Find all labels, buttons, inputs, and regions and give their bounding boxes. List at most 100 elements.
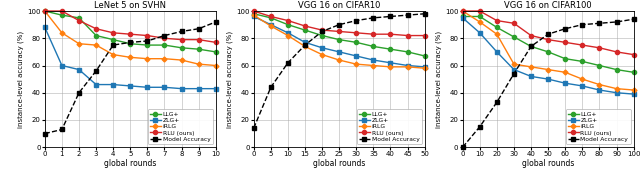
iRLG [127,56,134,59]
RLU (ours) [544,38,552,41]
Model Accuracy [284,62,292,64]
RLU (ours) [404,34,412,37]
RLU (ours) [612,51,620,53]
ZLG+ [527,75,535,77]
Model Accuracy [212,21,220,23]
Model Accuracy [579,24,586,26]
ZLG+ [544,78,552,80]
Model Accuracy [561,28,569,30]
LLG+ [387,48,394,50]
iRLG [510,63,518,65]
LLG+ [267,17,275,19]
LLG+ [318,34,326,37]
ZLG+ [561,82,569,84]
RLU (ours) [301,25,309,27]
Model Accuracy [161,34,168,37]
Model Accuracy [544,33,552,35]
Model Accuracy [353,20,360,22]
iRLG [318,54,326,56]
Model Accuracy [127,41,134,43]
ZLG+ [195,88,202,90]
ZLG+ [301,41,309,43]
Line: ZLG+: ZLG+ [461,16,636,96]
iRLG [579,78,586,80]
Model Accuracy [527,45,535,47]
Y-axis label: instance-level accuracy (%): instance-level accuracy (%) [436,31,442,128]
RLU (ours) [143,34,151,37]
Legend: LLG+, ZLG+, iRLG, RLU (ours), Model Accuracy: LLG+, ZLG+, iRLG, RLU (ours), Model Accu… [356,109,422,144]
Line: RLU (ours): RLU (ours) [252,9,427,38]
Title: VGG 16 on CIFAR100: VGG 16 on CIFAR100 [504,1,592,10]
Model Accuracy [335,24,343,26]
iRLG [493,33,500,35]
iRLG [301,45,309,47]
ZLG+ [109,84,117,86]
Legend: LLG+, ZLG+, iRLG, RLU (ours), Model Accuracy: LLG+, ZLG+, iRLG, RLU (ours), Model Accu… [148,109,212,144]
Model Accuracy [318,30,326,33]
ZLG+ [421,66,429,68]
LLG+ [178,47,186,49]
Model Accuracy [369,17,377,19]
LLG+ [630,71,637,73]
Model Accuracy [301,44,309,46]
Model Accuracy [267,86,275,88]
iRLG [459,10,467,12]
Y-axis label: instance-level accuracy (%): instance-level accuracy (%) [18,31,24,128]
RLU (ours) [387,33,394,35]
Model Accuracy [250,127,257,129]
RLU (ours) [250,10,257,12]
Model Accuracy [143,40,151,42]
ZLG+ [353,55,360,57]
RLU (ours) [318,29,326,31]
ZLG+ [161,86,168,88]
RLU (ours) [92,28,100,30]
RLU (ours) [510,22,518,24]
iRLG [476,21,484,23]
iRLG [404,66,412,68]
RLU (ours) [195,38,202,41]
RLU (ours) [75,20,83,22]
ZLG+ [212,88,220,90]
Model Accuracy [476,126,484,128]
Title: VGG 16 on CIFAR10: VGG 16 on CIFAR10 [298,1,380,10]
X-axis label: global rounds: global rounds [522,159,574,168]
iRLG [250,14,257,16]
RLU (ours) [335,30,343,33]
LLG+ [612,68,620,71]
X-axis label: global rounds: global rounds [104,159,156,168]
Model Accuracy [109,44,117,46]
Model Accuracy [75,92,83,94]
RLU (ours) [476,10,484,12]
RLU (ours) [369,33,377,35]
ZLG+ [493,51,500,53]
ZLG+ [476,32,484,34]
iRLG [178,59,186,61]
ZLG+ [459,17,467,19]
LLG+ [284,24,292,26]
Line: ZLG+: ZLG+ [252,14,427,69]
Line: Model Accuracy: Model Accuracy [252,12,427,130]
Line: iRLG: iRLG [43,9,218,67]
RLU (ours) [109,32,117,34]
Line: RLU (ours): RLU (ours) [43,9,218,45]
Model Accuracy [510,72,518,75]
ZLG+ [284,32,292,34]
ZLG+ [178,88,186,90]
ZLG+ [58,64,66,67]
LLG+ [109,38,117,41]
ZLG+ [75,68,83,71]
LLG+ [127,43,134,45]
iRLG [612,88,620,90]
ZLG+ [92,84,100,86]
RLU (ours) [353,32,360,34]
RLU (ours) [579,44,586,46]
Model Accuracy [612,21,620,23]
ZLG+ [596,89,604,91]
iRLG [421,67,429,69]
ZLG+ [335,51,343,53]
RLU (ours) [58,10,66,12]
iRLG [109,54,117,56]
LLG+ [92,34,100,37]
Model Accuracy [493,101,500,103]
iRLG [369,64,377,67]
